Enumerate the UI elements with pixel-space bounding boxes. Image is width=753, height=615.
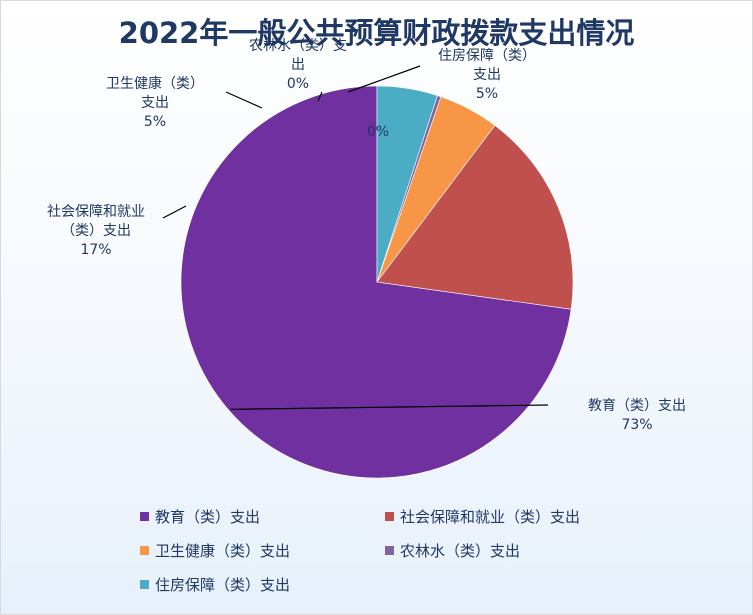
data-label: 教育（类）支出 73%: [588, 398, 686, 433]
legend-label: 卫生健康（类）支出: [155, 542, 291, 560]
legend-swatch: [140, 546, 149, 555]
legend-label: 农林水（类）支出: [400, 542, 521, 560]
legend-item: 农林水（类）支出: [385, 540, 520, 561]
pie-slice: [180, 85, 572, 479]
leader-line: [317, 91, 323, 102]
data-label: 卫生健康（类）支出 5%: [106, 75, 204, 130]
leader-line: [225, 91, 263, 109]
legend-swatch: [140, 580, 149, 589]
legend-item: 社会保障和就业（类）支出: [385, 506, 580, 527]
legend-swatch: [385, 512, 394, 521]
legend-label: 社会保障和就业（类）支出: [400, 508, 581, 526]
data-label: 社会保障和就业（类）支出 17%: [47, 204, 145, 258]
legend-swatch: [385, 546, 394, 555]
leader-line: [162, 205, 187, 219]
pie-slice: [376, 124, 574, 310]
chart-title: 2022年一般公共预算财政拨款支出情况: [118, 16, 635, 50]
legend-item: 教育（类）支出: [140, 506, 260, 527]
leader-line: [230, 404, 549, 410]
leader-line: [347, 65, 421, 93]
data-label: 住房保障（类）支出 5%: [438, 48, 536, 102]
legend-item: 卫生健康（类）支出: [140, 540, 290, 561]
legend-label: 住房保障（类）支出: [155, 576, 291, 594]
legend-swatch: [140, 512, 149, 521]
pie-slice: [376, 85, 438, 283]
legend-item: 住房保障（类）支出: [140, 574, 290, 595]
data-label: 农林水（类）支出 0%: [249, 38, 347, 92]
data-label-extra: 0%: [367, 124, 389, 140]
legend-label: 教育（类）支出: [155, 508, 261, 526]
